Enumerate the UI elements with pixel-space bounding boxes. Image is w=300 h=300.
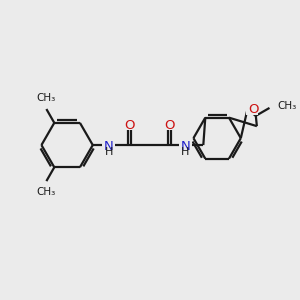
Text: O: O [248,103,259,116]
Text: N: N [104,140,113,153]
Text: O: O [164,119,174,132]
Text: N: N [181,140,190,153]
Text: O: O [124,119,135,132]
Text: CH₃: CH₃ [278,101,297,111]
FancyBboxPatch shape [178,139,193,151]
Text: H: H [182,148,190,158]
FancyBboxPatch shape [102,139,116,151]
Text: H: H [104,148,113,158]
Text: CH₃: CH₃ [37,93,56,103]
FancyBboxPatch shape [125,120,135,130]
FancyBboxPatch shape [246,105,258,115]
Text: CH₃: CH₃ [37,187,56,197]
FancyBboxPatch shape [164,120,174,130]
